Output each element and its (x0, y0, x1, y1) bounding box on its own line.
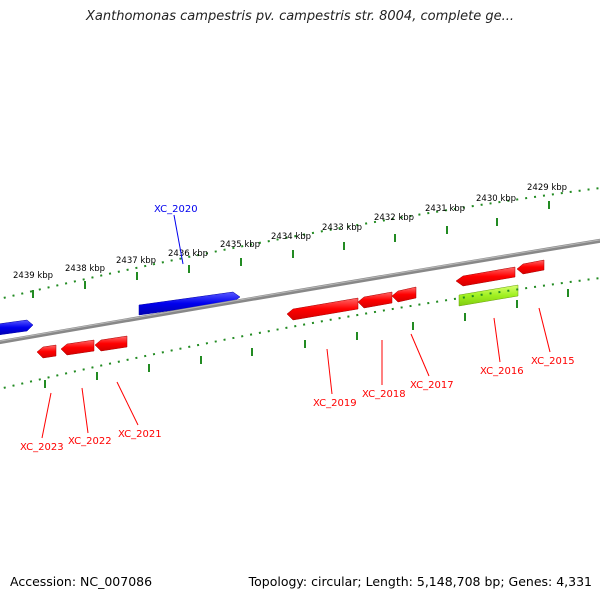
leader-xc-2023 (41, 392, 52, 439)
kbp-label-2430: 2430 kbp (476, 194, 516, 204)
leader-xc-2017 (410, 333, 430, 377)
genome-backbone (0, 238, 600, 345)
kbp-label-2433: 2433 kbp (322, 223, 362, 233)
gene-label-xc-2022[interactable]: XC_2022 (68, 436, 112, 447)
leader-xc-2016 (493, 317, 501, 363)
gene-xc-2022[interactable] (60, 339, 95, 356)
gene-xc-2021[interactable] (94, 335, 128, 352)
kbp-label-2431: 2431 kbp (425, 204, 465, 214)
gene-label-xc-2016[interactable]: XC_2016 (480, 366, 524, 377)
kbp-label-2437: 2437 kbp (116, 256, 156, 266)
map-title: Xanthomonas campestris pv. campestris st… (86, 9, 514, 24)
gene-xc-2019[interactable] (286, 297, 359, 321)
tick (44, 289, 569, 388)
gene-label-xc-2017[interactable]: XC_2017 (410, 380, 454, 391)
kbp-label-2439: 2439 kbp (13, 271, 53, 281)
gene-offscreen-left[interactable] (0, 319, 34, 335)
kbp-label-2438: 2438 kbp (65, 264, 105, 274)
inner-ruler-line (0, 277, 600, 390)
forward-strand-genes (0, 259, 545, 335)
outer-ruler-line (0, 187, 600, 300)
gene-xc-2016[interactable] (458, 284, 519, 307)
outer-ruler (0, 187, 600, 300)
leader-xc-2019 (326, 348, 333, 395)
kbp-label-2429: 2429 kbp (527, 183, 567, 193)
kbp-label-2432: 2432 kbp (374, 213, 414, 223)
gene-xc-2023[interactable] (36, 344, 57, 359)
genome-summary-text: Topology: circular; Length: 5,148,708 bp… (248, 574, 592, 589)
tick (32, 201, 550, 298)
genome-backbone-highlight (0, 239, 600, 342)
kbp-labels: 2429 kbp 2430 kbp 2431 kbp 2432 kbp 2433… (13, 183, 567, 281)
kbp-label-2435: 2435 kbp (220, 240, 260, 250)
gene-xc-2018[interactable] (357, 291, 393, 309)
gene-label-xc-2015[interactable]: XC_2015 (531, 356, 575, 367)
gene-label-xc-2019[interactable]: XC_2019 (313, 398, 357, 409)
leader-xc-2015 (538, 307, 551, 353)
gene-top-right-2[interactable] (516, 259, 545, 275)
gene-label-xc-2018[interactable]: XC_2018 (362, 389, 406, 400)
accession-text: Accession: NC_007086 (10, 574, 153, 589)
leader-lines (41, 214, 551, 439)
kbp-label-2436: 2436 kbp (168, 249, 208, 259)
inner-ruler (0, 277, 600, 390)
leader-xc-2021 (116, 381, 139, 426)
leader-xc-2022 (81, 387, 89, 434)
gene-labels: XC_2015 XC_2016 XC_2017 XC_2018 XC_2019 … (20, 204, 575, 453)
gene-label-xc-2021[interactable]: XC_2021 (118, 429, 162, 440)
gene-label-xc-2023[interactable]: XC_2023 (20, 442, 64, 453)
kbp-label-2434: 2434 kbp (271, 232, 311, 242)
gene-top-right-1[interactable] (455, 266, 516, 287)
reverse-strand-genes (36, 284, 519, 359)
gene-xc-2017[interactable] (391, 286, 417, 303)
leader-xc-2020 (173, 214, 184, 265)
gene-label-xc-2020[interactable]: XC_2020 (154, 204, 198, 215)
